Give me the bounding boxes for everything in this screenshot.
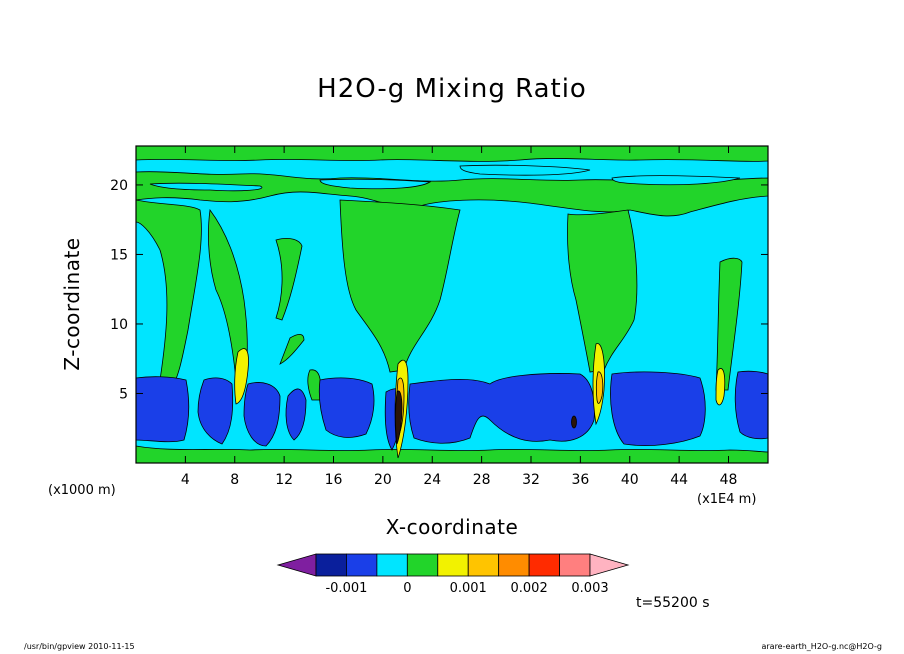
field-green-band-upper [136,171,768,217]
field-green-plume-7 [279,334,305,365]
x-tick-label: 20 [374,472,392,488]
field-blue-band-2 [197,377,234,445]
field-cyan-pocket-2 [319,178,432,190]
plot-frame [135,145,769,464]
field-green-plume-8 [307,369,322,401]
field-cyan-pocket-3 [459,164,591,176]
colorbar-swatch [559,553,591,577]
field-green-top-band [136,146,768,162]
time-annotation: t=55200 s [636,595,710,611]
x-tick-label: 16 [325,472,343,488]
colorbar-swatch [498,553,530,577]
x-scale-note: (x1E4 m) [697,492,757,507]
x-tick-label: 32 [522,472,540,488]
field-green-plume-5 [567,209,638,373]
x-tick-label: 4 [181,472,190,488]
field-blue-band-4 [285,388,307,441]
colorbar-swatch [346,553,378,577]
colorbar-tick-label: 0.002 [511,581,548,596]
x-tick-label: 24 [423,472,441,488]
field-yellow-core-4 [715,368,726,406]
colorbar-low-triangle [276,553,317,577]
colorbar-tick-label: 0.003 [571,581,608,596]
field-yellow-core-1 [234,348,249,405]
x-ticks: 4 8 12 16 20 24 28 32 36 40 44 48 [181,146,738,488]
field-green-plume-3 [275,238,303,321]
y-tick-label: 15 [110,247,128,263]
colorbar-swatch [437,553,469,577]
chart-title: H2O-g Mixing Ratio [317,74,587,104]
field-dark-spot [571,415,577,429]
contour-field [136,146,768,463]
x-axis-label: X-coordinate [385,515,519,539]
field-cyan-pocket-4 [611,175,741,186]
x-tick-label: 44 [670,472,688,488]
x-tick-label: 28 [473,472,491,488]
field-cyan-pocket-1 [149,182,263,192]
colorbar-tick-label: -0.001 [325,581,367,596]
field-green-plume-1 [136,199,202,391]
x-unit-note: (x1000 m) [48,483,116,498]
field-orange-core-3 [595,371,604,404]
field-blue-band-8 [610,371,706,446]
field-blue-band-3 [243,382,281,447]
x-tick-label: 40 [621,472,639,488]
y-tick-label: 20 [110,178,128,194]
x-tick-label: 36 [571,472,589,488]
colorbar: -0.001 0 0.001 0.002 0.003 [276,553,630,596]
footer-left-text: /usr/bin/gpview 2010-11-15 [24,642,135,651]
y-ticks: 5 10 15 20 [110,178,768,402]
field-green-plume-6 [715,257,743,391]
colorbar-tick-label: 0 [403,581,411,596]
colorbar-swatch [467,553,500,577]
colorbar-tick-label: 0.001 [450,581,487,596]
x-tick-label: 48 [720,472,738,488]
field-blue-band-7 [408,373,595,444]
field-blue-band-9 [734,370,768,440]
colorbar-swatch [376,553,408,577]
colorbar-swatch [528,553,560,577]
x-tick-label: 8 [230,472,239,488]
colorbar-swatch [315,553,347,577]
footer-right-text: arare-earth_H2O-g.nc@H2O-g [761,642,882,651]
field-green-plume-4 [339,199,461,373]
y-tick-label: 5 [119,386,128,402]
field-blue-band-1 [136,376,190,443]
field-green-bottom-band [136,445,768,463]
field-dark-core-2 [395,390,403,445]
colorbar-high-triangle [589,553,630,577]
x-tick-label: 12 [275,472,293,488]
y-tick-label: 10 [110,317,128,333]
field-blue-band-5 [318,377,375,438]
colorbar-swatch [406,553,439,577]
